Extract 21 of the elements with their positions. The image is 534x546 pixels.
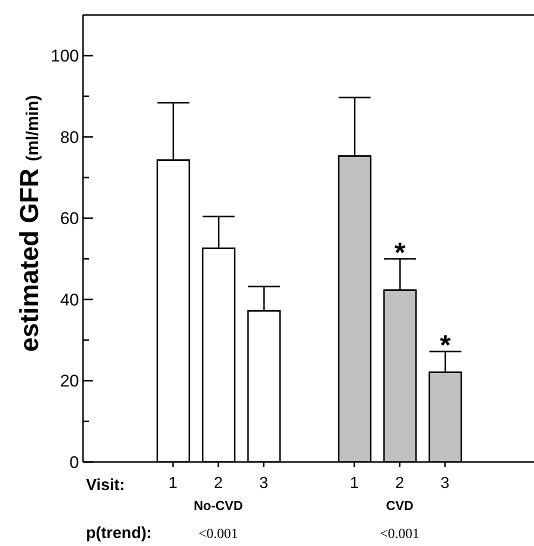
y-tick-label: 40 [60, 290, 79, 310]
data-label: * [440, 329, 451, 360]
x-tick-label: 3 [440, 475, 450, 492]
text: <0.001 [198, 527, 238, 542]
x-tick-label: 1 [168, 475, 178, 492]
y-tick-label: 20 [60, 372, 79, 391]
x-tick-label: 1 [350, 475, 359, 492]
y-axis-title: estimated GFR (ml/min) [14, 95, 44, 352]
x-tick-label: 2 [214, 475, 223, 492]
text: <0.001 [380, 527, 420, 542]
text: Visit: [86, 477, 125, 494]
text: No-CVD [194, 498, 243, 513]
y-tick-label: 60 [60, 209, 79, 228]
text: p(trend): [86, 525, 152, 542]
x-tick-label: 2 [395, 475, 404, 492]
text: CVD [386, 498, 414, 513]
y-tick-label: 0 [70, 453, 79, 472]
y-tick-label: 100 [50, 46, 79, 66]
x-tick-label: 3 [259, 475, 268, 492]
data-label: * [394, 236, 406, 268]
y-tick-label: 80 [60, 128, 79, 147]
